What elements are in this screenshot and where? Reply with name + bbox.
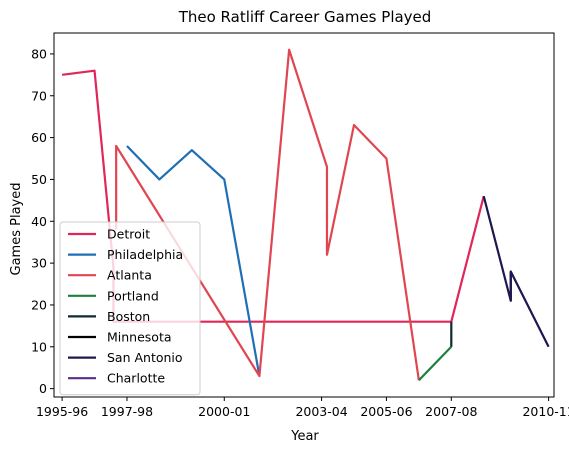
x-tick-label: 1995-96 xyxy=(36,404,88,419)
x-axis-ticks: 1995-96 1997-98 2000-01 2003-04 2005-06 2007-… xyxy=(36,397,569,419)
y-tick-label: 10 xyxy=(31,339,47,354)
axes-frame xyxy=(53,32,555,398)
series-line-6 xyxy=(482,195,550,348)
y-tick-label: 40 xyxy=(31,214,47,229)
y-tick-label: 80 xyxy=(31,46,47,61)
y-tick-label: 50 xyxy=(31,172,47,187)
legend-entry: Minnesota xyxy=(107,330,172,345)
legend: Detroit Philadelphia Atlanta Portland Boston… xyxy=(59,221,201,396)
legend-entry: Portland xyxy=(107,288,159,303)
x-axis-label: Year xyxy=(290,429,319,444)
chart-title: Theo Ratliff Career Games Played xyxy=(178,8,432,26)
y-tick-label: 60 xyxy=(31,130,47,145)
axes-border xyxy=(53,32,555,398)
x-tick-label: 2000-01 xyxy=(198,404,250,419)
series-line-3 xyxy=(418,346,453,382)
legend-box xyxy=(59,221,201,396)
x-tick-label: 2007-08 xyxy=(425,404,477,419)
series-line-1 xyxy=(126,145,261,377)
y-axis-label: Games Played xyxy=(9,183,24,276)
legend-entry: Atlanta xyxy=(107,268,152,283)
x-tick-label: 1997-98 xyxy=(101,404,153,419)
y-tick-label: 30 xyxy=(31,256,47,271)
legend-entry: Boston xyxy=(107,309,150,324)
x-tick-label: 2010-11 xyxy=(522,404,569,419)
legend-entry: Detroit xyxy=(107,227,150,242)
legend-entry: Charlotte xyxy=(107,371,165,386)
y-tick-label: 20 xyxy=(31,297,47,312)
y-tick-label: 70 xyxy=(31,88,47,103)
y-axis-ticks: 0 10 20 30 40 50 60 70 80 xyxy=(31,46,54,396)
x-tick-label: 2003-04 xyxy=(295,404,347,419)
legend-entry: Philadelphia xyxy=(107,247,183,262)
x-tick-label: 2005-06 xyxy=(360,404,412,419)
legend-entry: San Antonio xyxy=(107,350,183,365)
y-tick-label: 0 xyxy=(39,381,47,396)
